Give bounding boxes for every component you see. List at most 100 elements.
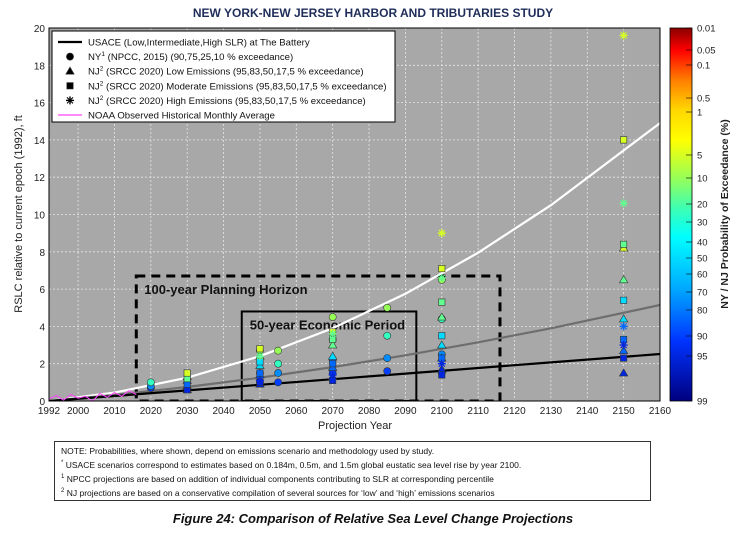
- star-stroke: [620, 323, 628, 330]
- x-tick-label: 2040: [212, 406, 235, 417]
- legend-label: NJ2 (SRCC 2020) Moderate Emissions (95,8…: [88, 80, 387, 92]
- star-stroke: [620, 341, 628, 349]
- y-axis-label: RSLC relative to current epoch (1992), f…: [13, 115, 25, 312]
- circle-marker: [274, 369, 283, 377]
- star-marker: [619, 31, 628, 40]
- circle-marker: [274, 359, 283, 368]
- y-tick-label: 20: [34, 24, 46, 35]
- star-marker: [437, 229, 446, 238]
- legend-box: [51, 30, 396, 123]
- triangle-marker: [437, 312, 447, 321]
- y-tick-label: 14: [34, 136, 46, 147]
- y-tick-label: 0: [39, 397, 45, 408]
- colorbar-tick-label: 0.01: [697, 24, 716, 35]
- figure-caption: Figure 24: Comparison of Relative Sea Le…: [172, 511, 574, 526]
- usace-high-curve: [49, 122, 660, 401]
- circle-marker: [383, 303, 392, 312]
- square-marker: [620, 354, 628, 362]
- circle-marker: [274, 346, 283, 355]
- y-tick-label: 18: [34, 61, 46, 72]
- triangle-marker: [618, 314, 629, 323]
- y-tick-label: 10: [34, 211, 46, 222]
- legend: USACE (Low,Intermediate,High SLR) at The…: [51, 30, 396, 123]
- x-tick-label: 1992: [38, 406, 61, 417]
- colorbar-tick-label: 0.5: [697, 94, 710, 105]
- note-nj: 2 NJ projections are based on a conserva…: [61, 488, 495, 499]
- x-axis-ticks: 1992 2000 2010 2020 2030 2040 2050 2060 2070 2080…: [38, 406, 672, 417]
- star-stroke: [256, 377, 264, 384]
- y-tick-label: 12: [34, 173, 46, 184]
- projection-markers: [146, 31, 629, 394]
- triangle-marker: [618, 345, 629, 354]
- colorbar-tick-label: 50: [697, 254, 708, 265]
- square-marker: [438, 332, 446, 340]
- x-tick-label: 2120: [503, 406, 526, 417]
- region-label: 100-year Planning Horizon: [144, 282, 307, 297]
- square-marker: [183, 369, 191, 377]
- x-tick-label: 2080: [358, 406, 381, 417]
- legend-circle-icon: [66, 52, 74, 61]
- circle-marker: [383, 354, 392, 363]
- circle-marker: [383, 331, 392, 340]
- x-tick-label: 2060: [285, 406, 308, 417]
- colorbar-tick-label: 80: [697, 306, 708, 317]
- colorbar-tick-label: 30: [697, 218, 708, 229]
- star-marker: [619, 199, 628, 208]
- star-stroke: [438, 360, 446, 368]
- triangle-marker: [618, 274, 629, 284]
- square-marker: [438, 298, 446, 306]
- colorbar-tick-label: 40: [697, 238, 708, 249]
- y-tick-label: 6: [39, 285, 45, 296]
- x-tick-label: 2100: [431, 406, 454, 417]
- star-stroke: [620, 199, 628, 207]
- x-tick-label: 2070: [322, 406, 345, 417]
- x-tick-label: 2140: [576, 406, 599, 417]
- star-stroke: [329, 371, 337, 379]
- square-marker: [620, 240, 628, 248]
- y-axis-ticks: 0 2 4 6 8 10 12 14 16 18 20: [34, 24, 46, 408]
- x-tick-label: 2160: [649, 406, 672, 417]
- colorbar-tick-label: 95: [697, 352, 708, 363]
- colorbar-tick-label: 99: [697, 397, 708, 408]
- region-label: 50-year Economic Period: [250, 317, 405, 332]
- legend-label: NY1 (NPCC, 2015) (90,75,25,10 % exceedan…: [88, 51, 293, 63]
- region-box: [240, 310, 418, 401]
- circle-marker: [383, 367, 392, 376]
- colorbar-tick-label: 90: [697, 332, 708, 343]
- colorbar-tick-label: 60: [697, 270, 708, 281]
- star-marker: [255, 352, 264, 361]
- square-marker: [438, 371, 446, 379]
- triangle-marker: [327, 340, 338, 349]
- x-tick-label: 2010: [103, 406, 126, 417]
- square-marker: [620, 136, 628, 144]
- legend-label: NOAA Observed Historical Monthly Average: [88, 111, 275, 122]
- star-stroke: [329, 330, 337, 338]
- x-tick-label: 2020: [140, 406, 163, 417]
- x-tick-label: 2110: [467, 406, 489, 417]
- colorbar-tick-label: 10: [697, 174, 708, 185]
- y-tick-label: 8: [39, 248, 45, 259]
- noaa-observed-line: [49, 390, 137, 401]
- colorbar-gradient: [669, 27, 693, 402]
- x-tick-label: 2150: [613, 406, 636, 417]
- square-marker: [256, 345, 264, 353]
- x-axis-label: Projection Year: [318, 420, 392, 432]
- star-stroke: [620, 32, 628, 39]
- note-usace: * USACE scenarios correspond to estimate…: [61, 460, 522, 471]
- triangle-marker: [618, 368, 629, 377]
- star-stroke: [256, 352, 264, 360]
- triangle-marker: [327, 351, 338, 360]
- colorbar-tick-label: 20: [697, 200, 708, 211]
- plot-frame: [48, 27, 661, 402]
- x-tick-label: 2030: [176, 406, 199, 417]
- circle-marker: [146, 378, 155, 387]
- star-marker: [619, 341, 628, 350]
- legend-square-icon: [66, 82, 74, 90]
- colorbar-tick-label: 5: [697, 151, 702, 162]
- circle-marker: [328, 313, 337, 321]
- colorbar-tick-label: 1: [697, 108, 702, 119]
- note-npcc: 1 NPCC projections are based on addition…: [61, 474, 494, 485]
- legend-label: NJ2 (SRCC 2020) Low Emissions (95,83,50,…: [88, 66, 364, 78]
- y-tick-label: 2: [39, 360, 45, 371]
- star-marker: [437, 273, 446, 282]
